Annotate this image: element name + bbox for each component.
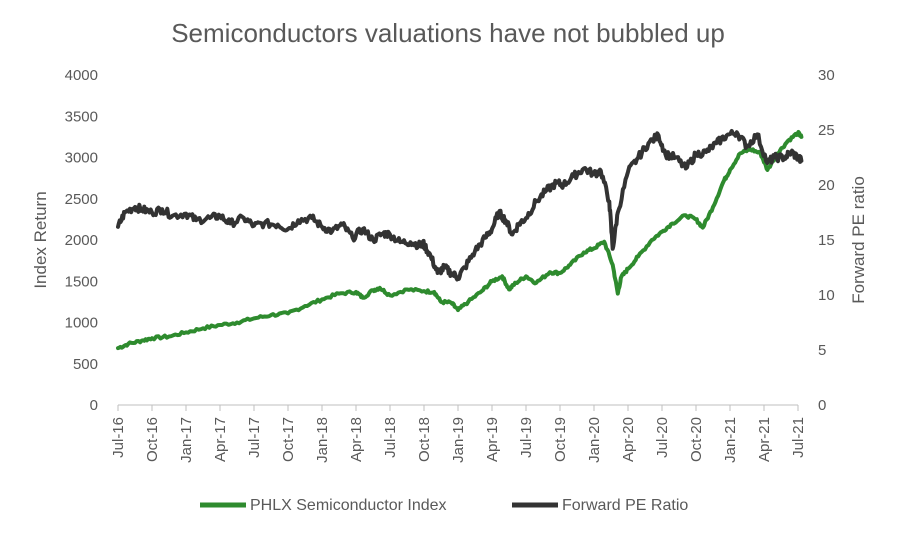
x-tick-label: Jan-19 xyxy=(450,417,467,463)
plot-series xyxy=(116,128,804,351)
legend-label-phlx: PHLX Semiconductor Index xyxy=(250,497,447,514)
y-left-tick-label: 3500 xyxy=(65,108,98,125)
y-left-tick-label: 3000 xyxy=(65,150,98,167)
x-tick-label: Apr-18 xyxy=(348,417,365,462)
y-left-tick-label: 1000 xyxy=(65,315,98,332)
chart-title: Semiconductors valuations have not bubbl… xyxy=(171,18,725,48)
y-right-tick-label: 15 xyxy=(818,232,835,249)
series-line-phlx-index xyxy=(116,129,804,351)
legend-label-pe: Forward PE Ratio xyxy=(562,497,688,514)
y-right-tick-label: 10 xyxy=(818,287,835,304)
x-tick-label: Apr-17 xyxy=(212,417,229,462)
x-axis-ticks: Jul-16 Oct-16 Jan-17 Apr-17 Jul-17 Oct-17 Jan-… xyxy=(110,405,807,463)
y-left-tick-label: 2500 xyxy=(65,191,98,208)
y-left-tick-label: 2000 xyxy=(65,232,98,249)
y-left-axis-ticks: 0 500 1000 1500 2000 2500 3000 3500 4000 xyxy=(65,67,98,414)
x-tick-label: Jul-21 xyxy=(790,417,807,458)
x-tick-label: Jul-19 xyxy=(518,417,535,458)
x-tick-label: Jan-20 xyxy=(586,417,603,463)
y-left-tick-label: 0 xyxy=(90,397,98,414)
y-right-axis-ticks: 0 5 10 15 20 25 30 xyxy=(818,67,835,414)
x-tick-label: Apr-20 xyxy=(620,417,637,462)
x-tick-label: Jul-16 xyxy=(110,417,127,458)
y-right-axis-title: Forward PE ratio xyxy=(849,176,868,304)
x-tick-label: Jan-21 xyxy=(722,417,739,463)
x-tick-label: Oct-18 xyxy=(416,417,433,462)
y-right-tick-label: 5 xyxy=(818,342,826,359)
x-tick-label: Jul-17 xyxy=(246,417,263,458)
x-tick-label: Apr-19 xyxy=(484,417,501,462)
x-tick-label: Jan-18 xyxy=(314,417,331,463)
x-tick-label: Oct-17 xyxy=(280,417,297,462)
x-tick-label: Oct-19 xyxy=(552,417,569,462)
legend: PHLX Semiconductor Index Forward PE Rati… xyxy=(200,497,688,514)
y-right-tick-label: 0 xyxy=(818,397,826,414)
x-tick-label: Jul-20 xyxy=(654,417,671,458)
x-tick-label: Jul-18 xyxy=(382,417,399,458)
y-left-tick-label: 4000 xyxy=(65,67,98,84)
y-left-tick-label: 500 xyxy=(73,356,98,373)
x-tick-label: Jan-17 xyxy=(178,417,195,463)
x-tick-label: Oct-20 xyxy=(688,417,705,462)
y-right-tick-label: 20 xyxy=(818,177,835,194)
y-right-tick-label: 25 xyxy=(818,122,835,139)
series-line-forward-pe xyxy=(116,128,804,282)
y-left-tick-label: 1500 xyxy=(65,273,98,290)
x-tick-label: Oct-16 xyxy=(144,417,161,462)
y-left-axis-title: Index Return xyxy=(31,191,50,288)
x-tick-label: Apr-21 xyxy=(756,417,773,462)
y-right-tick-label: 30 xyxy=(818,67,835,84)
